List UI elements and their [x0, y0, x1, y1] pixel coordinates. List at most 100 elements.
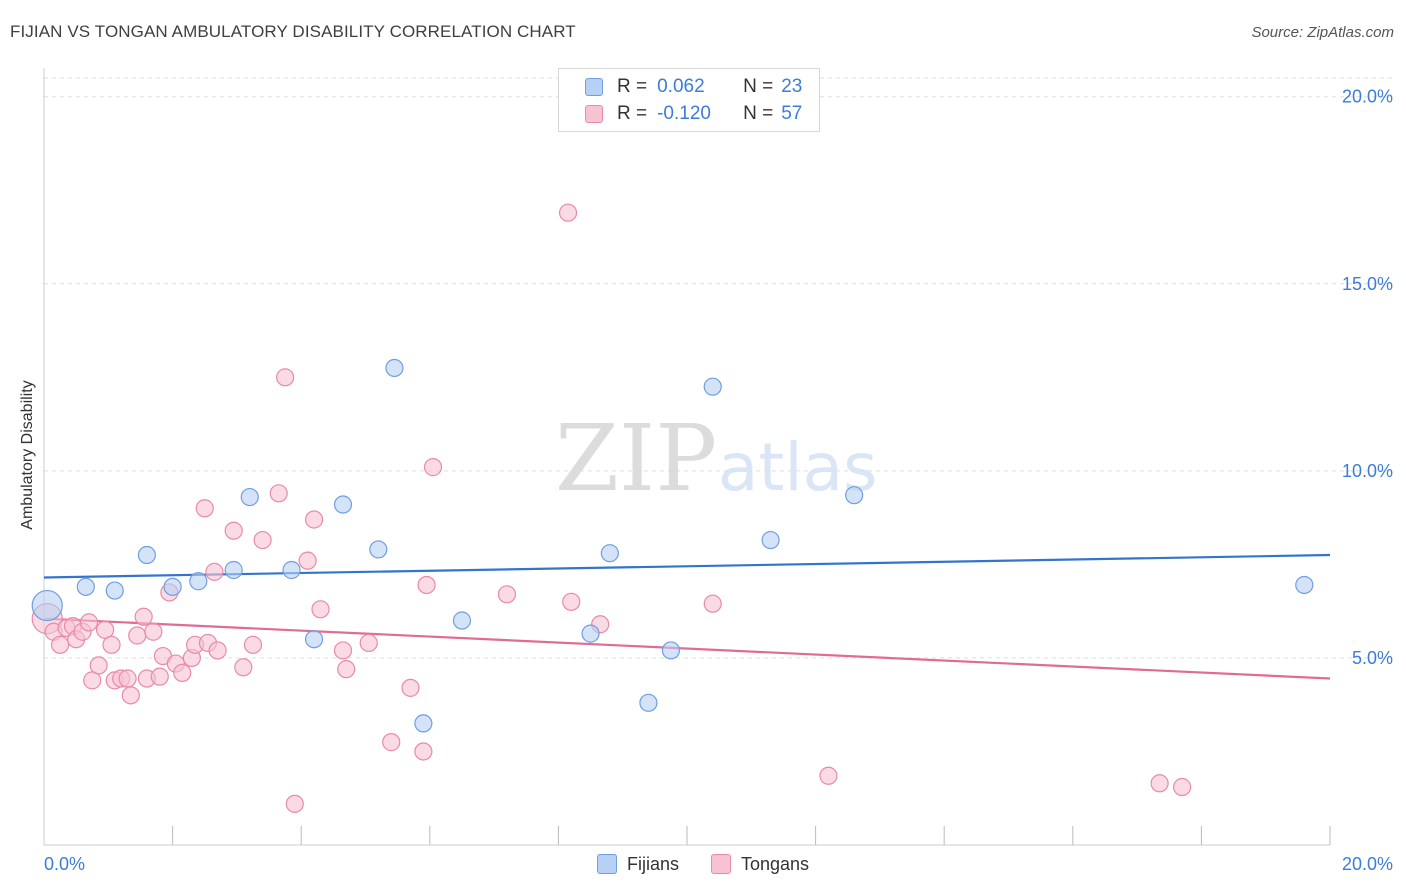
y-axis-title: Ambulatory Disability	[19, 380, 36, 530]
trendline-tongans	[43, 617, 1331, 680]
watermark-zip: ZIP	[555, 405, 717, 512]
point-tongans	[304, 510, 324, 529]
point-fijians	[600, 544, 619, 563]
n-label: N =	[743, 103, 774, 124]
point-fijians	[105, 581, 124, 600]
point-tongans	[150, 667, 169, 686]
gridlines	[44, 77, 1395, 659]
fijians-n-value: 23	[781, 76, 803, 97]
point-tongans	[243, 635, 263, 654]
legend-row-tongans: R = -0.120 N = 57	[585, 102, 802, 126]
point-tongans	[79, 613, 99, 632]
point-tongans	[382, 733, 401, 752]
point-fijians	[189, 572, 208, 591]
point-tongans	[414, 742, 433, 761]
point-fijians	[369, 540, 388, 559]
r-label: R =	[617, 76, 648, 97]
tick-labels: 5.0% 10.0% 15.0% 20.0% 0.0% 20.0%	[44, 87, 1393, 874]
point-tongans	[128, 626, 147, 645]
point-fijians	[452, 611, 472, 630]
point-tongans	[269, 484, 288, 503]
point-fijians	[163, 577, 182, 596]
point-tongans	[285, 794, 304, 813]
point-fijians	[224, 560, 243, 580]
legend-row-fijians: R = 0.062 N = 23	[585, 75, 802, 99]
point-fijians	[304, 630, 324, 649]
point-fijians	[1295, 575, 1314, 595]
point-tongans	[173, 663, 192, 682]
point-tongans	[423, 458, 443, 477]
point-tongans	[205, 562, 224, 581]
point-tongans	[95, 620, 115, 639]
point-tongans	[276, 368, 295, 387]
trendlines	[43, 553, 1331, 680]
fijians-legend-label: Fijians	[626, 853, 679, 874]
fijians-legend-swatch	[596, 854, 617, 874]
point-fijians	[639, 693, 658, 712]
point-tongans	[224, 521, 243, 540]
point-tongans	[50, 635, 70, 654]
point-tongans	[298, 551, 317, 570]
point-tongans	[819, 766, 838, 785]
point-tongans	[558, 203, 578, 222]
fijians-swatch	[585, 78, 603, 96]
fijians-r-value: 0.062	[657, 76, 705, 97]
point-tongans	[311, 600, 330, 619]
point-fijians	[845, 486, 864, 505]
watermark: ZIP atlas	[555, 405, 878, 512]
y-tick-label: 15.0%	[1342, 274, 1393, 294]
correlation-legend: R = 0.062 N = 23 R = -0.120 N = 57	[558, 68, 820, 132]
point-fijians	[282, 560, 301, 580]
point-fijians	[581, 624, 600, 643]
x-tick-label-max: 20.0%	[1342, 854, 1393, 874]
n-label: N =	[743, 76, 774, 97]
source-label: Source: ZipAtlas.com	[1251, 24, 1394, 41]
y-tick-label: 20.0%	[1342, 87, 1393, 107]
point-tongans	[83, 671, 102, 690]
point-tongans	[234, 658, 253, 677]
legend-item-fijians: Fijians	[596, 853, 679, 875]
tongans-r-value: -0.120	[657, 103, 711, 124]
point-tongans	[359, 633, 378, 653]
y-tick-label: 10.0%	[1342, 461, 1393, 481]
point-fijians	[137, 545, 156, 565]
tongans-swatch	[585, 105, 603, 123]
point-fijians	[240, 487, 259, 507]
point-tongans	[703, 594, 722, 613]
x-tick-label-min: 0.0%	[44, 854, 85, 874]
tongans-n-value: 57	[781, 103, 803, 124]
point-tongans	[208, 641, 227, 660]
point-fijians	[761, 530, 780, 550]
trendline-fijians	[43, 553, 1331, 579]
point-tongans	[1173, 777, 1192, 797]
r-label: R =	[617, 103, 648, 124]
point-fijians	[333, 495, 353, 514]
point-fijians	[661, 641, 681, 660]
chart-title: FIJIAN VS TONGAN AMBULATORY DISABILITY C…	[10, 22, 576, 41]
legend-item-tongans: Tongans	[710, 854, 809, 875]
point-tongans	[417, 575, 436, 595]
point-tongans	[401, 678, 420, 697]
point-tongans	[89, 656, 108, 675]
point-tongans	[121, 686, 140, 705]
point-fijians	[31, 589, 63, 622]
point-tongans	[102, 635, 121, 654]
point-tongans	[1150, 774, 1169, 793]
point-tongans	[118, 669, 137, 688]
point-tongans	[337, 660, 356, 679]
data-points	[31, 203, 1314, 813]
point-tongans	[497, 585, 517, 604]
point-tongans	[333, 641, 353, 660]
point-fijians	[414, 714, 433, 733]
point-tongans	[562, 592, 581, 611]
point-tongans	[195, 499, 214, 518]
series-legend: Fijians Tongans	[0, 852, 1406, 876]
axes	[43, 68, 1331, 846]
point-fijians	[385, 358, 404, 378]
point-tongans	[144, 622, 163, 641]
y-tick-label: 5.0%	[1352, 648, 1393, 668]
point-tongans	[134, 607, 153, 626]
tongans-legend-swatch	[710, 854, 731, 874]
point-fijians	[703, 377, 722, 396]
